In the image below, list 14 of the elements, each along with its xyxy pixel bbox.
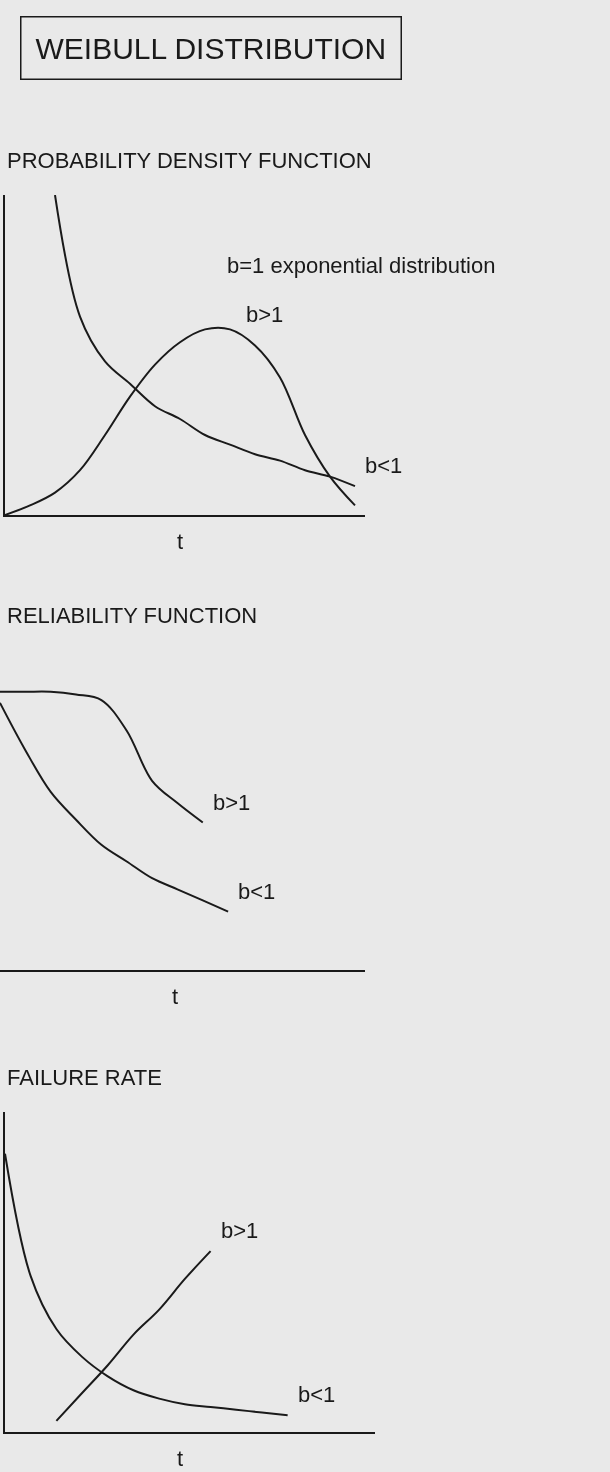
chart-subtitle: FAILURE RATE <box>7 1065 162 1090</box>
series-label: b>1 <box>213 790 251 815</box>
annotation: b=1 exponential distribution <box>227 253 496 278</box>
x-axis-title: t <box>177 1446 184 1471</box>
x-axis-title: t <box>177 529 184 554</box>
series-label: b<1 <box>298 1382 336 1407</box>
chart-subtitle: RELIABILITY FUNCTION <box>7 603 258 628</box>
series-label: b<1 <box>365 453 403 478</box>
series-label: b<1 <box>238 879 276 904</box>
chart-title: WEIBULL DISTRIBUTION <box>35 31 387 65</box>
series-label: b>1 <box>246 302 284 327</box>
x-axis-title: t <box>172 984 179 1009</box>
chart-subtitle: PROBABILITY DENSITY FUNCTION <box>7 148 372 173</box>
series-label: b>1 <box>221 1218 259 1243</box>
